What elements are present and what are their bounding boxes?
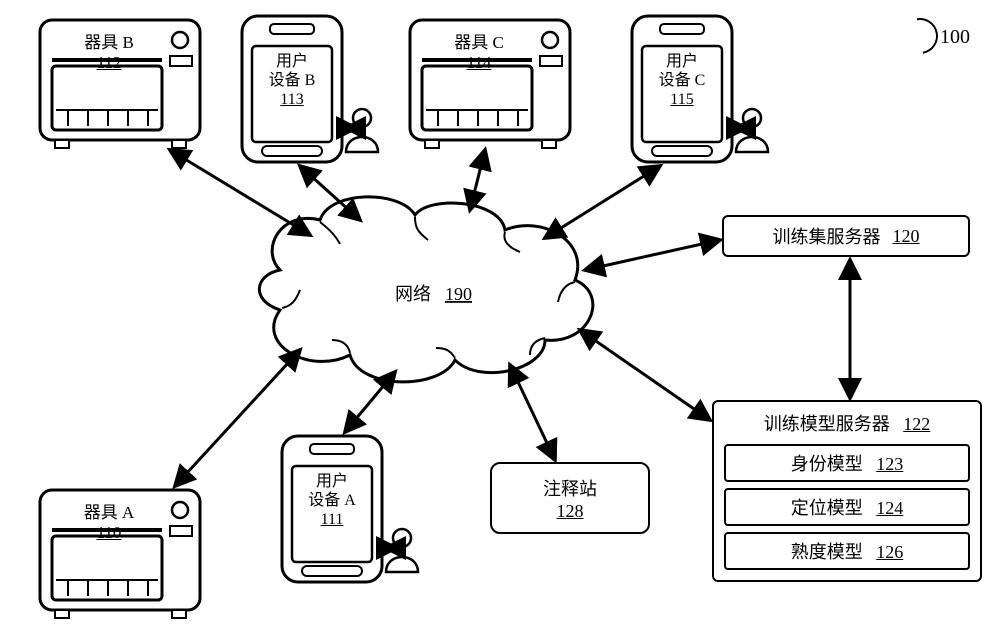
network-label: 网络: [395, 284, 431, 304]
training-set-server: 训练集服务器 120: [722, 215, 970, 257]
figure-ref-arc: [895, 11, 945, 61]
device-b-label: 用户 设备 B 113: [258, 52, 326, 110]
device-c-label: 用户 设备 C 115: [648, 52, 716, 110]
appliance-b-label: 器具 B 112: [74, 28, 144, 73]
doneness-model: 熟度模型 126: [724, 532, 970, 570]
identity-model: 身份模型 123: [724, 444, 970, 482]
appliance-a-label: 器具 A 110: [74, 498, 144, 543]
person-b-icon: [346, 109, 378, 152]
training-set-label: 训练集服务器: [773, 223, 881, 249]
appliance-c-label: 器具 C 114: [444, 28, 514, 73]
model-server-title: 训练模型服务器 122: [724, 410, 970, 436]
model-server: 训练模型服务器 122 身份模型 123 定位模型 124 熟度模型 126: [712, 400, 982, 582]
network-num: 190: [445, 284, 472, 304]
network-cloud: [259, 197, 592, 382]
training-set-num: 120: [893, 226, 920, 247]
annotation-station: 注释站 128: [490, 462, 650, 534]
annotation-label: 注释站: [543, 475, 597, 501]
person-a-icon: [386, 529, 418, 572]
diagram-stage: 100 网络 190: [0, 0, 1000, 639]
location-model: 定位模型 124: [724, 488, 970, 526]
person-c-icon: [736, 109, 768, 152]
figure-ref-text: 100: [940, 26, 970, 48]
device-a-label: 用户 设备 A 111: [298, 472, 366, 530]
annotation-num: 128: [557, 501, 584, 522]
figure-reference: 100: [940, 26, 970, 49]
